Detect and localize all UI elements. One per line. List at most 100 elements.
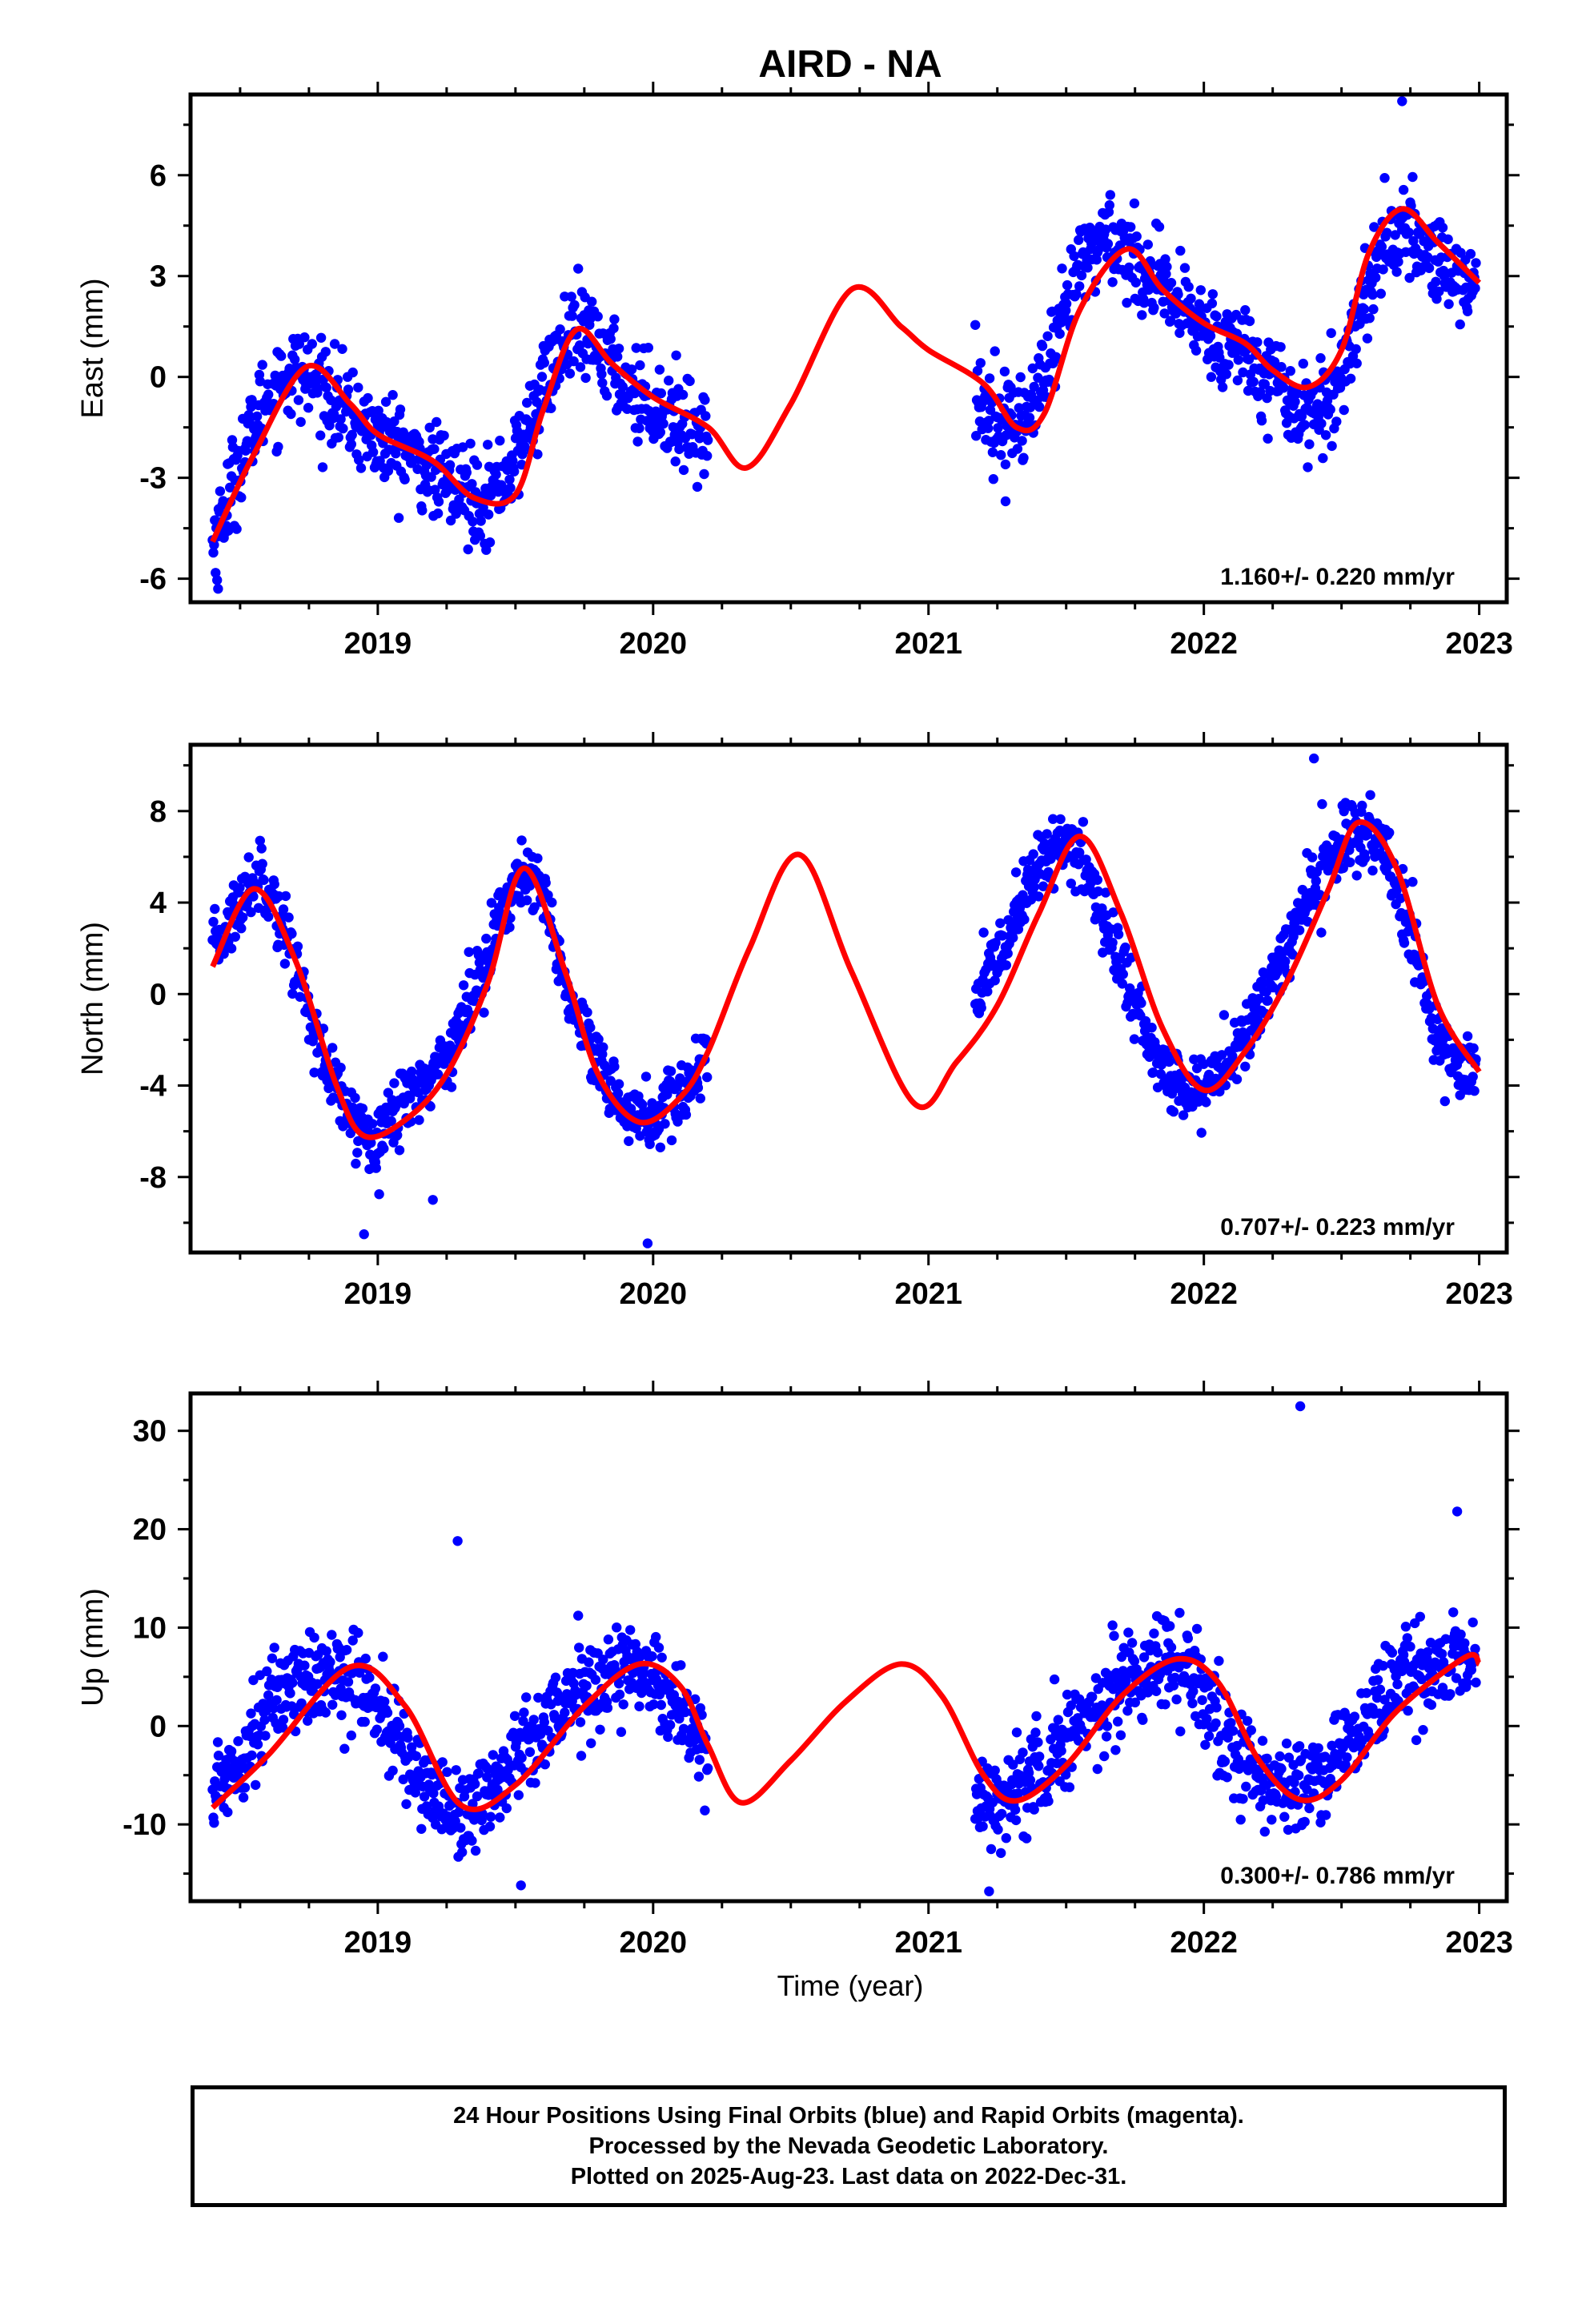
data-point [478,502,488,513]
data-point [287,928,297,939]
data-point [677,389,689,400]
data-point [532,449,543,460]
data-point [1159,308,1170,319]
data-point [259,1715,270,1725]
data-point [1027,363,1038,374]
data-point [378,1651,388,1662]
data-point [1411,1735,1422,1746]
data-point [1201,1097,1211,1108]
data-point [575,362,586,372]
data-point [470,1845,481,1856]
data-point [444,460,456,470]
data-point [1102,1721,1113,1731]
data-point [1376,241,1387,252]
data-point [371,1163,381,1173]
data-point [1439,1096,1451,1107]
data-point [978,1821,988,1831]
data-point [1023,1767,1034,1778]
data-point [333,432,343,443]
data-point [596,369,607,380]
data-point [1200,1739,1211,1750]
data-point [1026,895,1037,905]
data-point [227,435,238,445]
data-point [1287,949,1298,960]
x-tick-label: 2021 [894,627,962,661]
data-point [575,1717,586,1727]
data-point [1375,288,1387,299]
data-point [1199,1059,1209,1069]
data-point [364,1672,375,1683]
data-point [529,902,540,913]
data-point [1339,404,1349,416]
data-point [1304,1803,1315,1814]
data-point [486,898,497,908]
data-point [389,1078,400,1088]
data-point [1154,222,1165,232]
data-point [1022,1833,1032,1844]
data-point [586,1738,596,1748]
data-point [1182,1633,1194,1643]
data-point [587,296,597,307]
data-point [1138,1715,1148,1725]
data-point [495,1812,505,1823]
data-point [1390,230,1400,240]
data-point [1228,1726,1239,1736]
data-point [226,943,237,954]
data-point [1313,1743,1323,1754]
data-point [1001,960,1012,971]
data-point [481,933,492,944]
data-point [400,474,410,485]
data-point [1294,1770,1304,1781]
data-point [1460,1638,1470,1649]
data-point [656,388,666,399]
data-point [1107,1620,1118,1630]
y-tick-label: -3 [139,462,167,496]
y-tick-label: -10 [122,1808,167,1842]
data-point [209,1818,219,1828]
data-point [1125,983,1135,994]
data-point [1391,267,1402,277]
data-point [1276,362,1287,372]
data-point [624,1136,634,1147]
data-point [303,1715,313,1726]
data-point [1034,891,1044,902]
data-point [1194,299,1205,309]
data-point [1010,867,1022,878]
north-points [207,753,1481,1248]
data-point [1469,1086,1480,1096]
data-point [243,410,254,420]
data-point [1018,1747,1028,1758]
data-point [1289,1777,1299,1788]
east-plot-frame [188,92,1509,605]
data-point [1034,1751,1045,1762]
data-point [1320,430,1331,440]
x-tick-label: 2020 [620,627,688,661]
x-tick-label: 2019 [344,1277,412,1311]
data-point [1013,1788,1024,1799]
data-point [670,456,681,467]
data-point [1056,1746,1066,1756]
data-point [468,517,478,527]
data-point [1166,1642,1177,1653]
data-point [363,392,373,404]
x-tick-label: 2021 [894,1926,962,1960]
data-point [1462,1031,1473,1042]
data-point [1117,979,1128,989]
data-point [1130,277,1142,287]
data-point [386,1116,396,1127]
data-point [999,366,1010,377]
data-point [1061,299,1072,309]
data-point [567,311,577,321]
data-point [343,384,354,395]
data-point [522,895,532,906]
data-point [1240,1061,1251,1072]
data-point [680,1707,691,1718]
data-point [569,300,580,311]
data-point [414,1115,424,1125]
data-point [997,1808,1007,1819]
data-point [278,904,289,915]
data-point [1034,401,1045,412]
data-point [508,456,518,466]
data-point [482,1772,492,1783]
data-point [236,493,247,503]
